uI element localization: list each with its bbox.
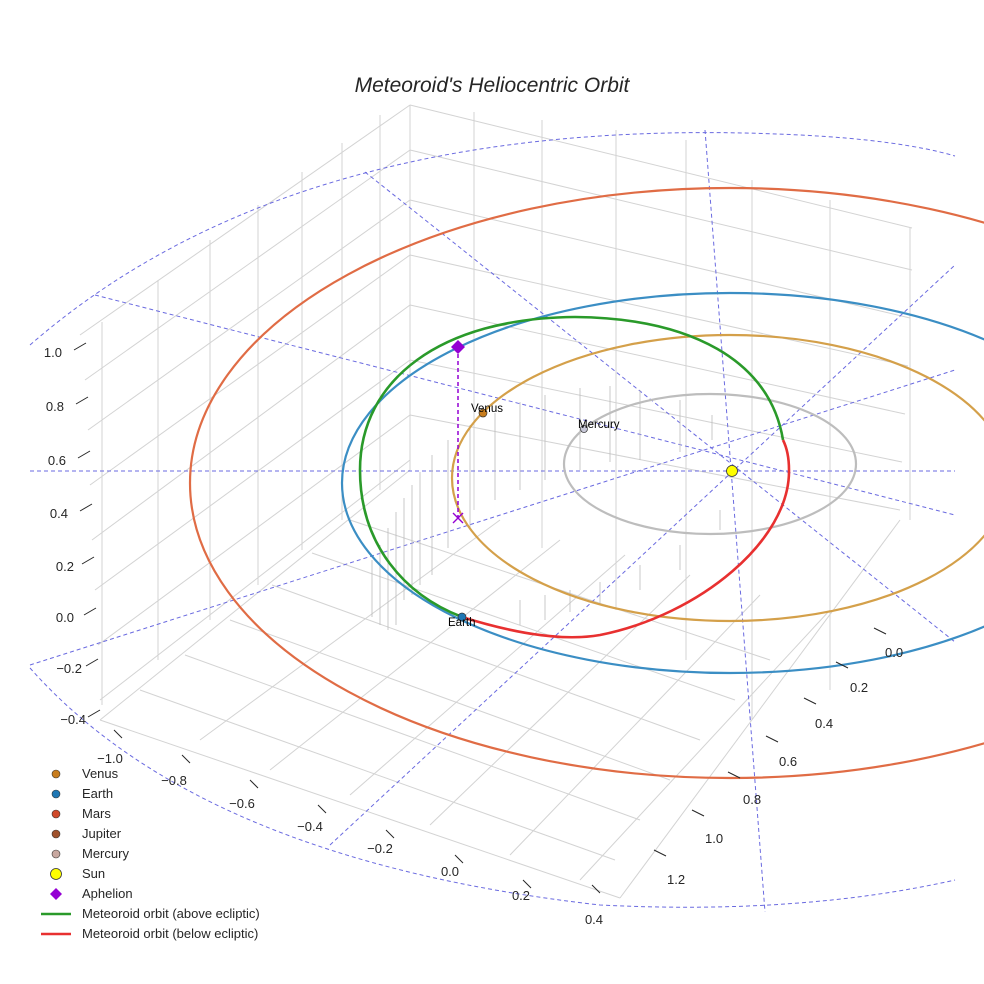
y-tick-label: 0.8 xyxy=(743,792,761,807)
legend-sun xyxy=(50,868,62,880)
y-tick-label: 0.6 xyxy=(779,754,797,769)
legend-label: Earth xyxy=(82,786,114,801)
legend-marker xyxy=(51,809,61,819)
legend-item: Venus xyxy=(38,764,338,784)
y-tick-label: 1.0 xyxy=(705,831,723,846)
aphelion-projection-marker xyxy=(452,512,464,524)
x-axis: −1.0 −0.8 −0.6 −0.4 −0.2 0.0 0.2 0.4 xyxy=(97,729,603,927)
label-venus: Venus xyxy=(471,403,503,415)
planet-orbits xyxy=(189,186,984,780)
legend-label: Sun xyxy=(82,866,106,881)
chart-title: Meteoroid's Heliocentric Orbit xyxy=(354,74,630,97)
mercury-marker xyxy=(580,425,588,433)
legend-label: Meteoroid orbit (below ecliptic) xyxy=(82,926,259,941)
legend-marker xyxy=(51,849,61,859)
x-tick-label: 0.4 xyxy=(585,912,603,927)
legend-marker xyxy=(51,769,61,779)
meteoroid-orbit xyxy=(358,315,791,639)
ecliptic-reference-lines xyxy=(29,129,956,913)
z-tick-label: −0.2 xyxy=(56,661,82,676)
legend-dot xyxy=(51,769,61,779)
legend-marker xyxy=(41,912,71,916)
legend-label: Venus xyxy=(82,766,119,781)
legend-label: Mars xyxy=(82,806,111,821)
x-tick-label: −1.0 xyxy=(97,751,123,766)
z-tick-label: 1.0 xyxy=(44,345,62,360)
x-tick-label: 0.2 xyxy=(512,888,530,903)
label-earth: Earth xyxy=(448,617,476,629)
orbit-venus xyxy=(450,333,984,623)
legend-label: Meteoroid orbit (above ecliptic) xyxy=(82,906,260,921)
orbit-mercury xyxy=(562,392,858,536)
orbit-earth xyxy=(341,291,984,675)
z-tick-label: 0.4 xyxy=(50,506,68,521)
x-tick-label: −0.2 xyxy=(367,841,393,856)
legend-item: Sun xyxy=(38,864,338,884)
z-tick-label: 0.2 xyxy=(56,559,74,574)
legend-item: Meteoroid orbit (above ecliptic) xyxy=(38,904,338,924)
legend-dot xyxy=(51,849,61,859)
drop-lines xyxy=(371,386,721,630)
z-tick-label: 0.8 xyxy=(46,399,64,414)
legend: Venus Earth Mars Jupiter Mercury Sun Aph… xyxy=(38,764,338,944)
legend-item: Aphelion xyxy=(38,884,338,904)
z-tick-label: 0.6 xyxy=(48,453,66,468)
legend-diamond xyxy=(50,888,62,900)
venus-marker xyxy=(478,408,488,418)
legend-marker xyxy=(51,789,61,799)
z-axis: 1.0 0.8 0.6 0.4 0.2 0.0 −0.2 −0.4 xyxy=(44,342,101,727)
legend-marker xyxy=(50,868,62,880)
z-tick-label: 0.0 xyxy=(56,610,74,625)
legend-item: Mercury xyxy=(38,844,338,864)
y-axis: 0.0 0.2 0.4 0.6 0.8 1.0 1.2 xyxy=(653,627,903,887)
y-tick-label: 1.2 xyxy=(667,872,685,887)
legend-label: Aphelion xyxy=(82,886,133,901)
meteoroid-orbit-below xyxy=(461,439,791,639)
y-tick-label: 0.0 xyxy=(885,645,903,660)
legend-dot xyxy=(51,789,61,799)
meteoroid-orbit-above xyxy=(358,315,785,619)
sun-marker xyxy=(726,465,738,477)
legend-item: Mars xyxy=(38,804,338,824)
x-tick-label: −0.8 xyxy=(161,773,187,788)
orbit-mars xyxy=(189,186,984,780)
legend-dot xyxy=(51,809,61,819)
z-tick-label: −0.4 xyxy=(60,712,86,727)
axes-box-grid xyxy=(79,104,913,899)
legend-item: Earth xyxy=(38,784,338,804)
legend-marker xyxy=(50,888,62,900)
x-tick-label: −0.6 xyxy=(229,796,255,811)
legend-item: Jupiter xyxy=(38,824,338,844)
legend-marker xyxy=(51,829,61,839)
y-tick-label: 0.2 xyxy=(850,680,868,695)
x-tick-label: −0.4 xyxy=(297,819,323,834)
x-tick-label: 0.0 xyxy=(441,864,459,879)
legend-item: Meteoroid orbit (below ecliptic) xyxy=(38,924,338,944)
markers xyxy=(451,340,738,622)
legend-label: Mercury xyxy=(82,846,129,861)
legend-marker xyxy=(41,932,71,936)
legend-dot xyxy=(51,829,61,839)
aphelion-marker xyxy=(451,340,465,354)
y-tick-label: 0.4 xyxy=(815,716,833,731)
legend-label: Jupiter xyxy=(82,826,122,841)
label-mercury: Mercury xyxy=(578,419,620,431)
earth-marker xyxy=(457,612,467,622)
